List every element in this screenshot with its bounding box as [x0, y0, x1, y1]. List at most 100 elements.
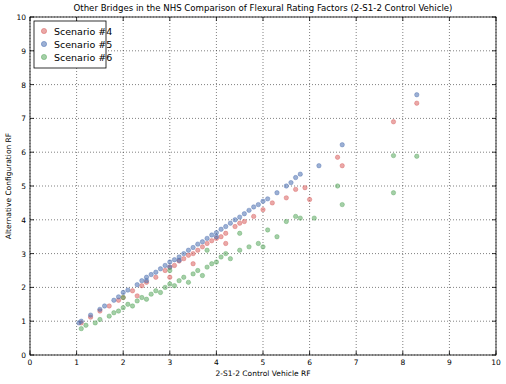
point — [84, 323, 88, 327]
point — [163, 285, 167, 289]
point — [200, 273, 204, 277]
tick-label: 6 — [21, 148, 26, 157]
tick-label: 5 — [261, 358, 266, 367]
grid-line — [263, 17, 264, 355]
point — [391, 120, 395, 124]
tick — [30, 253, 34, 254]
point — [163, 268, 167, 272]
grid-line — [30, 287, 496, 288]
point — [247, 208, 251, 212]
point — [186, 280, 190, 284]
point — [415, 101, 419, 105]
chart: 012345678910012345678910Other Bridges in… — [0, 0, 506, 384]
tick-label: 7 — [354, 358, 359, 367]
point — [121, 305, 125, 309]
tick — [30, 186, 34, 187]
point — [191, 262, 195, 266]
point — [168, 282, 172, 286]
point — [335, 184, 339, 188]
point — [275, 191, 279, 195]
tick — [263, 17, 264, 21]
point — [191, 245, 195, 249]
tick-label: 2 — [121, 358, 126, 367]
tick-label: 2 — [21, 283, 26, 292]
point — [298, 172, 302, 176]
point — [298, 216, 302, 220]
point — [140, 295, 144, 299]
tick — [449, 351, 450, 355]
tick — [169, 351, 170, 355]
background — [0, 0, 506, 384]
tick-label: 0 — [21, 351, 26, 360]
point — [293, 214, 297, 218]
point — [233, 224, 237, 228]
point — [261, 207, 265, 211]
point — [98, 317, 102, 321]
point — [251, 214, 255, 218]
point — [200, 245, 204, 249]
point — [107, 314, 111, 318]
point — [391, 191, 395, 195]
point — [182, 251, 186, 255]
point — [261, 199, 265, 203]
point — [214, 260, 218, 264]
grid-line — [30, 118, 496, 119]
grid-line — [30, 152, 496, 153]
point — [256, 241, 260, 245]
point — [182, 275, 186, 279]
tick — [402, 17, 403, 21]
point — [140, 284, 144, 288]
tick-label: 10 — [491, 358, 501, 367]
tick-label: 8 — [21, 81, 26, 90]
point — [265, 228, 269, 232]
point — [98, 307, 102, 311]
grid-line — [30, 84, 496, 85]
tick — [492, 253, 496, 254]
point — [224, 251, 228, 255]
tick — [76, 351, 77, 355]
point — [154, 289, 158, 293]
tick — [263, 351, 264, 355]
tick-label: 8 — [400, 358, 405, 367]
point — [210, 239, 214, 243]
point — [191, 251, 195, 255]
point — [340, 164, 344, 168]
tick — [216, 17, 217, 21]
point — [224, 224, 228, 228]
point — [177, 259, 181, 263]
tick — [30, 84, 34, 85]
point — [256, 202, 260, 206]
tick — [30, 321, 34, 322]
tick — [492, 219, 496, 220]
tick-label: 1 — [74, 358, 79, 367]
point — [205, 241, 209, 245]
point — [172, 257, 176, 261]
point — [261, 245, 265, 249]
point — [182, 256, 186, 260]
tick — [30, 50, 34, 51]
point — [177, 278, 181, 282]
point — [219, 227, 223, 231]
point — [93, 321, 97, 325]
legend-label: Scenario #6 — [54, 52, 112, 63]
point — [144, 297, 148, 301]
point — [130, 304, 134, 308]
tick-label: 4 — [21, 216, 26, 225]
point — [317, 164, 321, 168]
tick — [492, 321, 496, 322]
point — [219, 235, 223, 239]
tick-label: 5 — [21, 182, 26, 191]
point — [238, 231, 242, 235]
point — [284, 184, 288, 188]
point — [186, 253, 190, 257]
point — [158, 267, 162, 271]
grid-line — [30, 219, 496, 220]
tick — [30, 219, 34, 220]
point — [158, 290, 162, 294]
point — [219, 255, 223, 259]
point — [335, 155, 339, 159]
point — [270, 201, 274, 205]
point — [238, 221, 242, 225]
point — [186, 248, 190, 252]
point — [121, 295, 125, 299]
